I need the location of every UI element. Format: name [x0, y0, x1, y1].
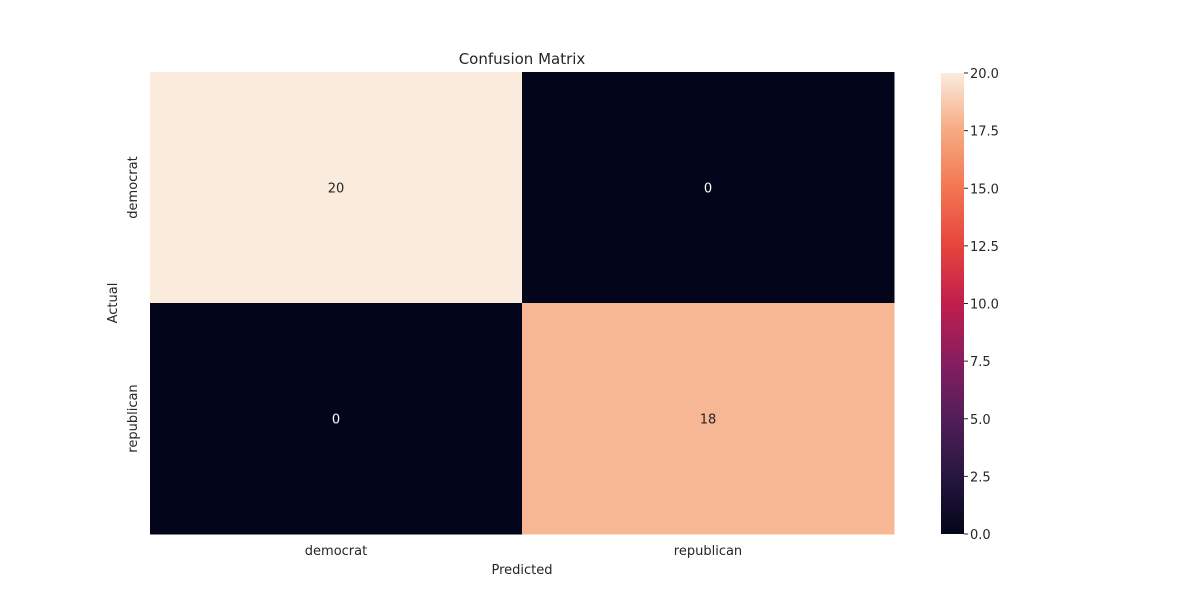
colorbar-tick-label: 2.5 [970, 470, 991, 485]
cell-value-label: 0 [704, 182, 712, 197]
colorbar-tick-label: 5.0 [970, 413, 991, 428]
chart-title: Confusion Matrix [459, 50, 586, 68]
x-tick-label: republican [674, 544, 742, 559]
colorbar-tick-label: 10.0 [970, 298, 999, 313]
colorbar-tick-label: 20.0 [970, 67, 999, 82]
y-tick-label: democrat [126, 156, 141, 218]
cell-value-label: 18 [700, 413, 717, 428]
colorbar [941, 73, 964, 534]
colorbar-tick-label: 0.0 [970, 528, 991, 543]
colorbar-tick-label: 12.5 [970, 240, 999, 255]
x-tick-labels: democrat republican [305, 544, 742, 559]
cell-value-label: 0 [332, 413, 340, 428]
colorbar-tick-label: 17.5 [970, 125, 999, 140]
colorbar-tick-label: 15.0 [970, 182, 999, 197]
heatmap-cells [150, 72, 895, 535]
y-tick-labels: democrat republican [126, 156, 141, 452]
y-tick-label: republican [126, 384, 141, 452]
colorbar-tick-label: 7.5 [970, 355, 991, 370]
x-axis-label: Predicted [491, 563, 552, 578]
colorbar-ticks: 0.0 2.5 5.0 7.5 10.0 12.5 15.0 17.5 20.0 [964, 67, 999, 543]
y-axis-label: Actual [106, 283, 121, 324]
cell-value-label: 20 [328, 182, 345, 197]
x-tick-label: democrat [305, 544, 367, 559]
